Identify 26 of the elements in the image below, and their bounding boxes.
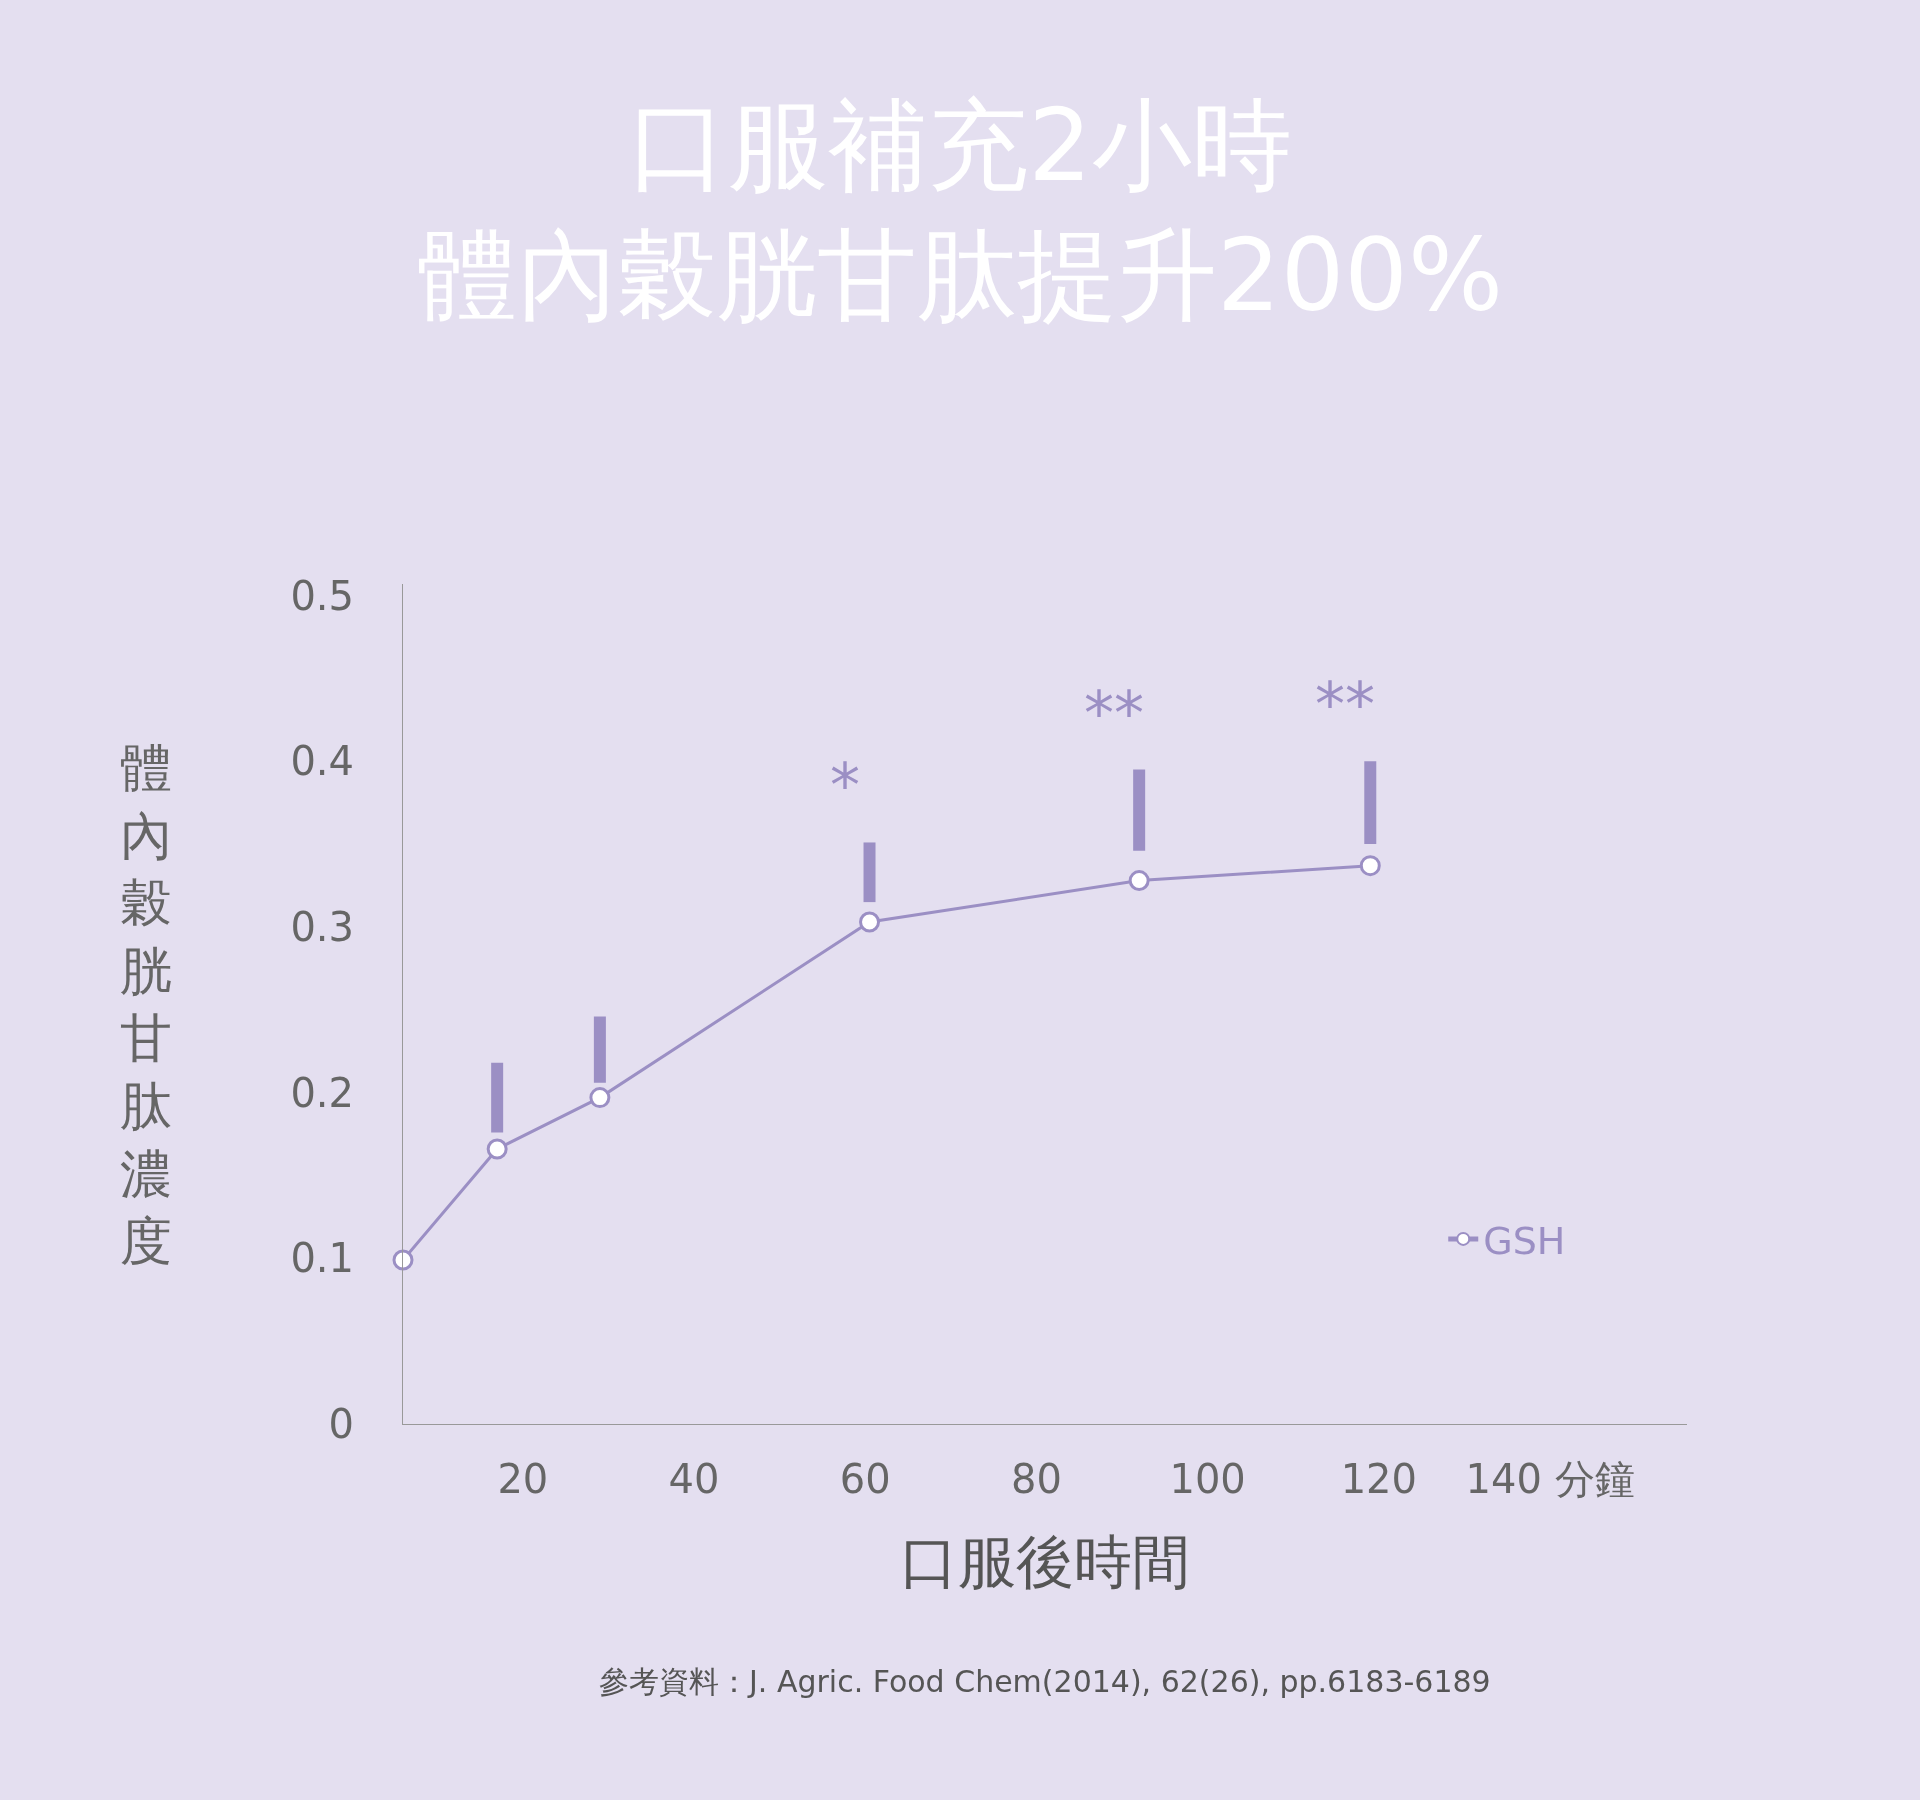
x-tick-label: 40	[668, 1456, 720, 1502]
point	[486, 1138, 508, 1160]
point	[589, 1087, 611, 1109]
y-tick-label: 0.5	[290, 572, 354, 619]
x-tick-label: 20	[497, 1456, 549, 1502]
legend-label: GSH	[1483, 1218, 1566, 1263]
annotation: **	[1315, 669, 1375, 739]
x-tick-label: 80	[1010, 1456, 1062, 1502]
x-axis-title: 口服後時間	[900, 1528, 1190, 1597]
x-tick-label: 100	[1169, 1456, 1246, 1502]
y-tick-label: 0.2	[290, 1069, 354, 1116]
x-tick-label: 120	[1340, 1456, 1418, 1502]
y-tick-label: 0.1	[290, 1235, 354, 1282]
y-tick-label: 0	[328, 1401, 354, 1447]
annotation: **	[1084, 678, 1144, 748]
point	[1128, 870, 1150, 892]
point	[392, 1249, 414, 1271]
y-tick-label: 0.3	[290, 903, 354, 950]
x-tick-label: 60	[839, 1456, 891, 1502]
point	[859, 911, 881, 933]
x-tick-label: 140 分鐘	[1465, 1456, 1635, 1502]
text: 參考資料：J. Agric. Food Chem(2014), 62(26), pp.6183-6189	[599, 1664, 1491, 1699]
y-tick-label: 0.4	[290, 738, 354, 785]
point	[1359, 855, 1381, 877]
y-axis-title: 體內穀胱甘肽濃度	[120, 738, 172, 1272]
annotation: *	[830, 750, 860, 820]
